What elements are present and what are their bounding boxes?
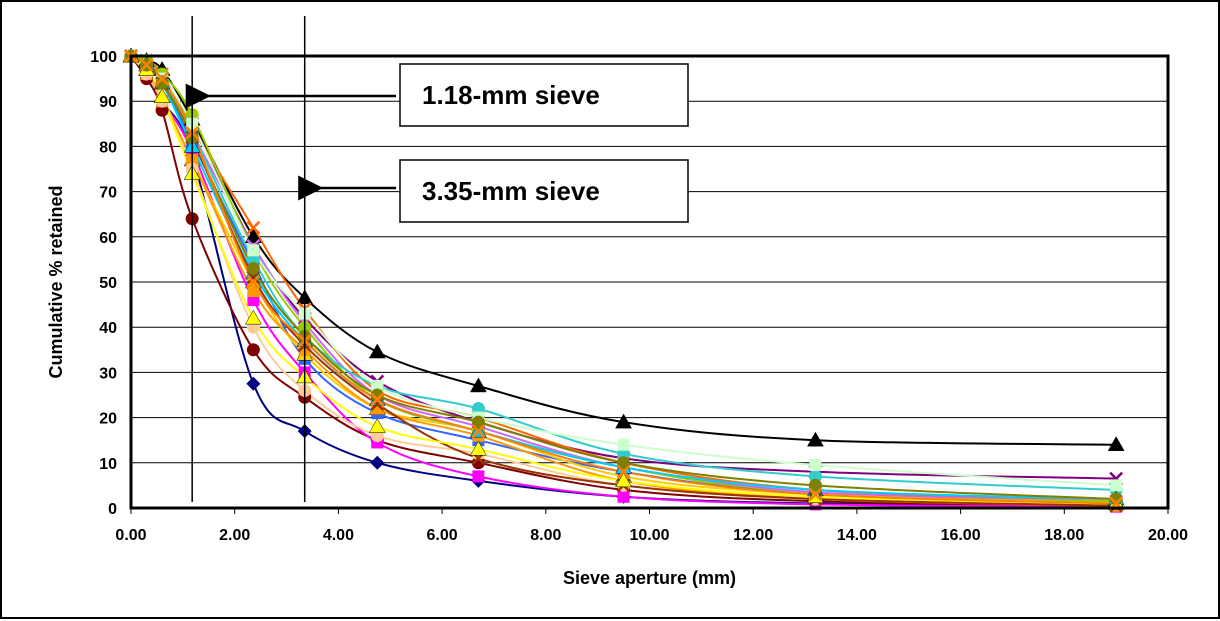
y-tick-label: 80 xyxy=(99,139,117,156)
x-tick-label: 2.00 xyxy=(219,527,250,544)
data-point xyxy=(155,71,169,86)
data-point xyxy=(1110,479,1123,492)
y-axis-label: Cumulative % retained xyxy=(46,185,66,378)
x-tick-label: 10.00 xyxy=(629,527,669,544)
data-point xyxy=(809,459,822,472)
data-point xyxy=(246,343,260,357)
x-axis-label: Sieve aperture (mm) xyxy=(563,568,736,588)
data-point xyxy=(472,470,485,483)
series-line xyxy=(130,55,1117,507)
annotation-label: 3.35-mm sieve xyxy=(422,176,600,206)
x-tick-label: 4.00 xyxy=(323,527,354,544)
data-point xyxy=(469,377,487,393)
y-tick-label: 60 xyxy=(99,230,117,247)
y-tick-label: 20 xyxy=(99,411,117,428)
annotation-box xyxy=(399,159,689,223)
y-tick-label: 10 xyxy=(99,456,117,473)
y-tick-label: 30 xyxy=(99,365,117,382)
data-point xyxy=(247,294,260,307)
data-point xyxy=(371,379,384,392)
x-tick-label: 0.00 xyxy=(115,527,146,544)
x-tick-label: 20.00 xyxy=(1148,527,1188,544)
y-tick-label: 70 xyxy=(99,185,117,202)
data-point xyxy=(370,455,385,470)
y-tick-label: 90 xyxy=(99,94,117,111)
annotation-label: 1.18-mm sieve xyxy=(422,80,600,110)
y-tick-label: 0 xyxy=(108,501,117,518)
y-tick-label: 100 xyxy=(90,49,117,66)
y-tick-label: 40 xyxy=(99,320,117,337)
data-point xyxy=(1107,436,1125,451)
data-point xyxy=(247,285,260,298)
data-point xyxy=(808,478,822,492)
y-tick-label: 50 xyxy=(99,275,117,292)
data-point xyxy=(246,376,261,391)
data-point xyxy=(471,456,485,470)
data-point xyxy=(617,456,631,470)
data-point xyxy=(471,415,485,429)
data-point xyxy=(244,228,262,244)
data-point xyxy=(471,424,486,439)
x-tick-label: 14.00 xyxy=(837,527,877,544)
data-point xyxy=(615,472,633,488)
x-tick-label: 8.00 xyxy=(530,527,561,544)
data-point xyxy=(616,464,631,479)
data-point xyxy=(808,487,823,502)
data-point xyxy=(370,388,384,402)
data-point xyxy=(370,392,385,407)
data-point xyxy=(615,413,633,429)
data-point xyxy=(246,220,261,235)
data-point xyxy=(469,440,487,456)
data-point xyxy=(806,431,824,447)
data-point xyxy=(617,490,630,503)
data-point xyxy=(153,88,171,103)
data-point xyxy=(368,343,386,359)
data-point xyxy=(246,261,260,275)
data-point xyxy=(1109,492,1123,506)
x-tick-label: 18.00 xyxy=(1044,527,1084,544)
x-tick-label: 6.00 xyxy=(427,527,458,544)
tick-labels: 0 10 20 30 40 50 60 70 80 90 100 0.00 2.00 4.00 6.00 8.… xyxy=(90,49,1188,544)
data-point xyxy=(808,469,822,483)
data-point xyxy=(617,438,630,451)
x-tick-label: 12.00 xyxy=(733,527,773,544)
data-point xyxy=(244,309,262,325)
data-point xyxy=(247,244,260,257)
annotation-box xyxy=(399,63,689,127)
data-point xyxy=(368,418,386,433)
data-point xyxy=(139,58,154,72)
data-point xyxy=(246,275,261,289)
data-point xyxy=(155,76,169,90)
sieve-annotations: 1.18-mm sieve 3.35-mm sieve xyxy=(185,16,689,502)
x-tick-label: 16.00 xyxy=(941,527,981,544)
series-markers xyxy=(122,47,1125,513)
